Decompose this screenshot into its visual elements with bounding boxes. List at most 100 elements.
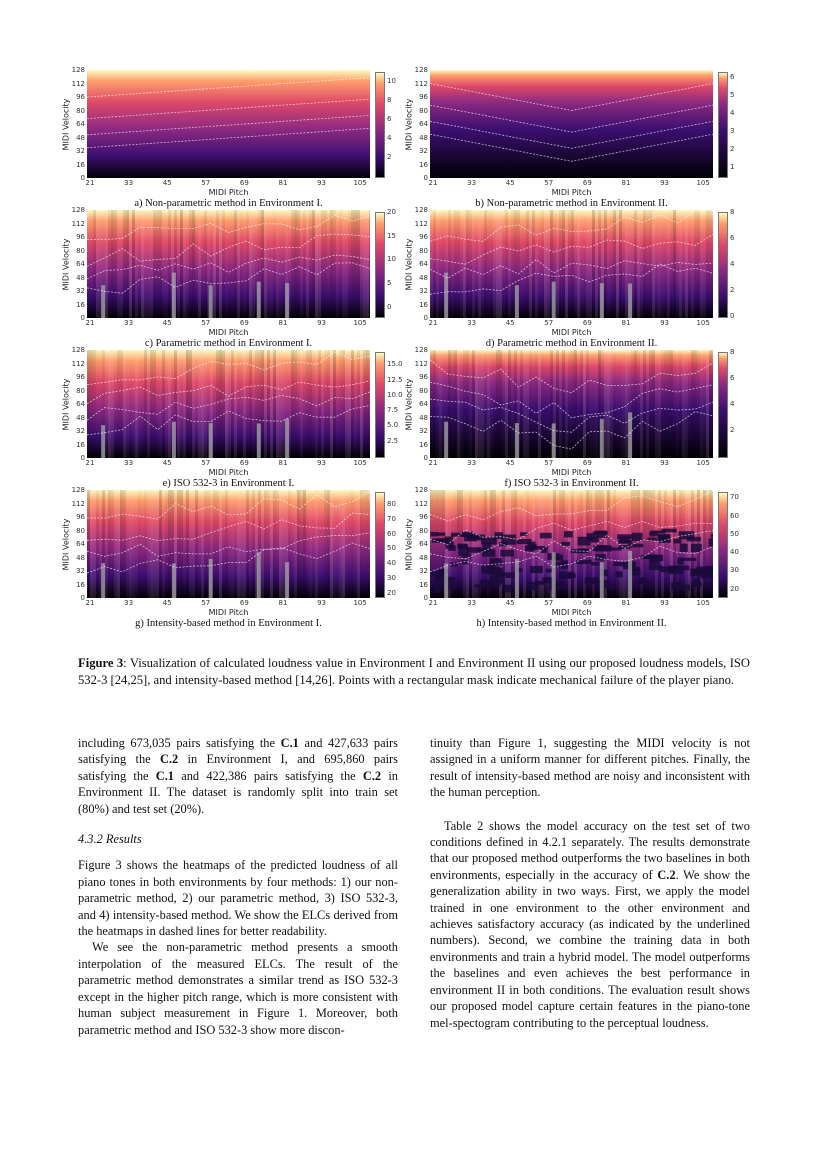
y-tick: 32	[76, 427, 85, 435]
y-tick: 112	[71, 499, 85, 508]
heatmap-column	[264, 350, 267, 458]
heatmap-column	[315, 210, 318, 318]
x-axis-label: MIDI Pitch	[551, 608, 592, 617]
heatmap-column	[625, 210, 628, 318]
heatmap-column	[228, 350, 231, 458]
y-tick: 64	[419, 540, 428, 548]
heatmap-column	[162, 490, 165, 598]
failure-mask	[599, 418, 604, 458]
heatmap-column	[204, 210, 207, 318]
y-tick: 112	[71, 219, 85, 228]
y-tick: 128	[414, 66, 428, 74]
colorbar	[718, 352, 728, 458]
heatmap-column	[225, 210, 228, 318]
y-tick: 112	[414, 499, 428, 508]
heatmap	[430, 70, 713, 178]
heatmap-column	[658, 350, 661, 458]
noise-block	[640, 555, 655, 559]
noise-block	[686, 536, 701, 542]
heatmap-column	[607, 210, 610, 318]
heatmap-column	[189, 350, 192, 458]
elc-dashed-line	[87, 127, 370, 149]
colorbar-tick: 6	[387, 115, 392, 124]
elc-dashed-line	[430, 258, 713, 279]
x-tick: 45	[505, 319, 515, 327]
noise-block	[690, 568, 699, 577]
x-tick: 105	[696, 319, 710, 327]
heatmap-column	[273, 490, 276, 598]
x-tick: 33	[124, 599, 134, 607]
noise-block	[534, 545, 548, 550]
colorbar-tick: 4	[387, 134, 392, 143]
heatmap-column	[312, 210, 315, 318]
colorbar-tick: 2.5	[387, 436, 399, 445]
heatmap-column	[679, 350, 682, 458]
heatmap-column	[360, 210, 363, 318]
heatmap-column	[132, 490, 135, 598]
noise-block	[650, 530, 666, 534]
heatmap-column	[514, 210, 517, 318]
y-tick: 128	[71, 66, 85, 74]
heatmap-column	[177, 490, 180, 598]
noise-block	[463, 535, 477, 542]
heatmap-column	[306, 490, 309, 598]
heatmap-column	[330, 210, 333, 318]
text-run: . We show the generalization ability in …	[430, 867, 750, 1030]
heatmap-column	[267, 490, 270, 598]
colorbar-tick: 20	[387, 589, 396, 598]
heatmap-column	[276, 210, 279, 318]
heatmap-column	[312, 490, 315, 598]
heatmap-column	[616, 350, 619, 458]
y-tick: 48	[419, 133, 428, 142]
heatmap-column	[487, 350, 490, 458]
colorbar	[375, 212, 385, 318]
colorbar-tick: 60	[730, 511, 739, 520]
noise-block	[704, 583, 711, 588]
heatmap-column	[168, 350, 171, 458]
heatmap-column	[354, 350, 357, 458]
heatmap-column	[439, 350, 442, 458]
heatmap-column	[297, 490, 300, 598]
heatmap-column	[661, 350, 664, 458]
failure-mask	[256, 552, 261, 598]
heatmap-column	[619, 490, 622, 598]
noise-block	[615, 571, 623, 578]
heatmap-column	[141, 350, 144, 458]
heatmap-column	[216, 490, 219, 598]
heatmap-column	[442, 490, 445, 598]
colorbar-tick: 0	[387, 302, 392, 311]
heatmap-column	[472, 490, 475, 598]
heatmap-column	[249, 210, 252, 318]
heatmap-column	[285, 210, 288, 318]
noise-block	[674, 565, 690, 571]
x-tick: 93	[317, 599, 326, 607]
x-tick: 93	[317, 459, 326, 467]
heatmap-column	[321, 210, 324, 318]
heatmap-column	[147, 210, 150, 318]
colorbar	[375, 352, 385, 458]
x-tick: 45	[505, 459, 515, 467]
heatmap-column	[637, 210, 640, 318]
elc-dashed-line	[430, 210, 713, 242]
noise-block	[474, 534, 485, 541]
heatmap-column	[294, 210, 297, 318]
heatmap-column	[96, 490, 99, 598]
heatmap-column	[231, 210, 234, 318]
noise-block	[501, 534, 516, 539]
y-tick: 96	[419, 373, 428, 381]
noise-block	[708, 538, 713, 547]
y-tick: 96	[419, 93, 428, 101]
heatmap-column	[336, 490, 339, 598]
elc-dashed-line	[430, 520, 713, 546]
noise-block	[690, 543, 702, 552]
noise-block	[649, 554, 664, 562]
heatmap-column	[526, 210, 529, 318]
heatmap-column	[348, 350, 351, 458]
heatmap-column	[366, 490, 369, 598]
noise-block	[478, 548, 488, 553]
heatmap-column	[451, 350, 454, 458]
heatmap-column	[664, 350, 667, 458]
heatmap-column	[315, 490, 318, 598]
heatmap-column	[363, 210, 366, 318]
heatmap-column	[625, 350, 628, 458]
